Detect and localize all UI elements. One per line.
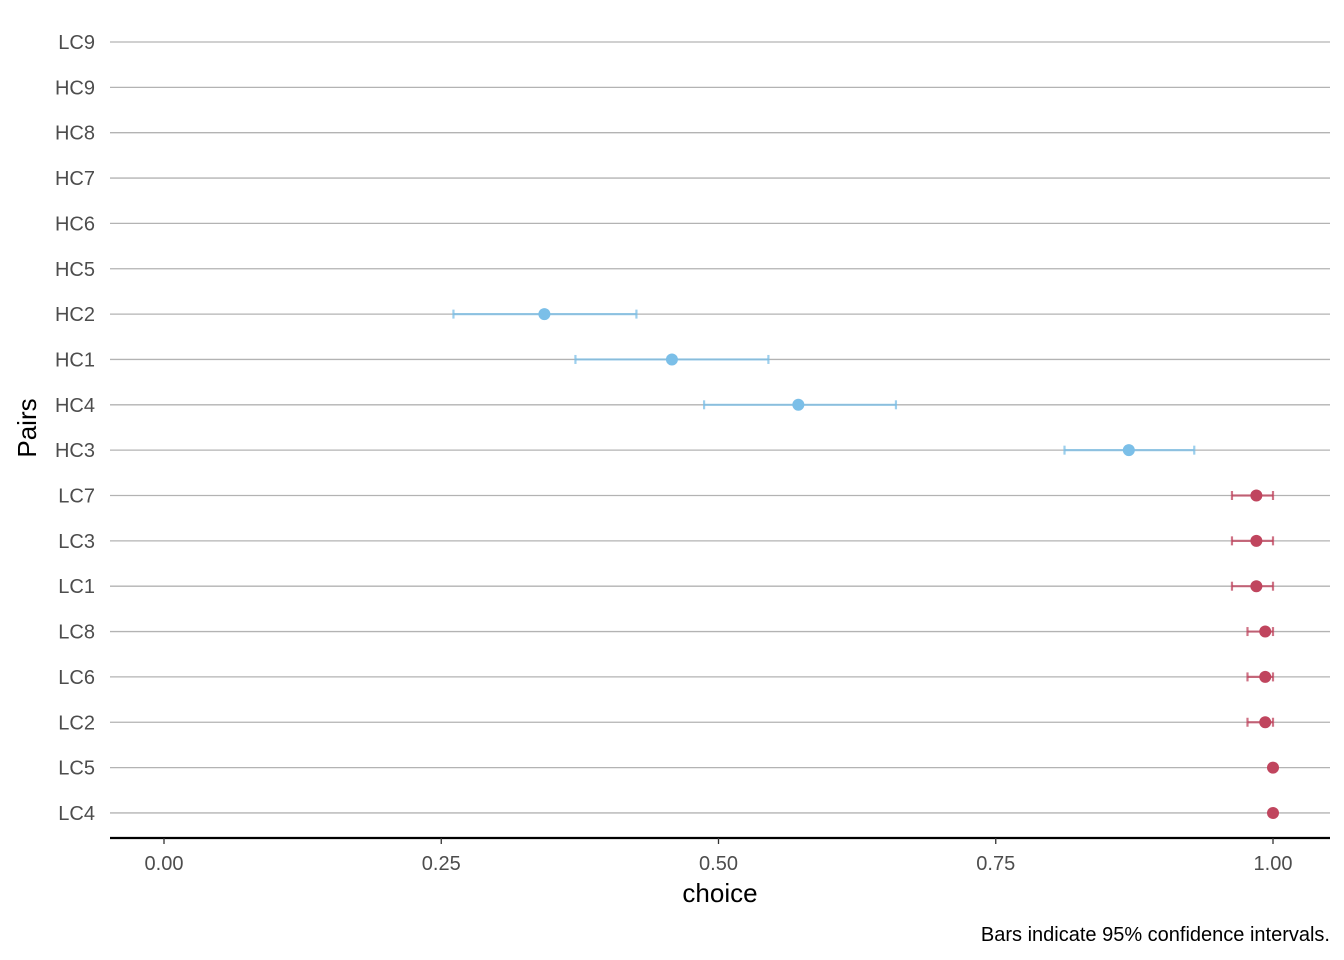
y-axis-title: Pairs: [12, 398, 42, 457]
y-tick-label-hc6: HC6: [55, 213, 95, 235]
point-hc3: [1122, 444, 1135, 457]
x-axis-ticks: 0.00 0.25 0.50 0.75 1.00: [145, 838, 1293, 875]
y-tick-label-lc3: LC3: [58, 531, 95, 553]
point-lc3: [1250, 534, 1263, 547]
x-axis-title: choice: [682, 878, 757, 908]
y-tick-label-hc3: HC3: [55, 440, 95, 462]
y-tick-label-lc9: LC9: [58, 32, 95, 54]
point-lc5: [1267, 761, 1279, 774]
point-hc2: [538, 308, 551, 321]
y-tick-label-hc7: HC7: [55, 168, 95, 190]
y-tick-label-hc1: HC1: [55, 349, 95, 371]
point-lc7: [1250, 489, 1263, 502]
point-lc2: [1259, 716, 1272, 729]
x-tick-label: 0.25: [422, 853, 461, 875]
confidence-interval-bars: [452, 309, 1275, 727]
x-tick-label: 0.00: [145, 853, 184, 875]
y-tick-label-hc4: HC4: [55, 395, 95, 417]
point-lc6: [1259, 670, 1272, 683]
chart-caption: Bars indicate 95% confidence intervals.: [981, 924, 1330, 946]
point-lc4: [1267, 806, 1279, 819]
data-points: [538, 308, 1279, 819]
y-tick-label-lc7: LC7: [58, 486, 95, 508]
y-tick-label-hc9: HC9: [55, 77, 95, 99]
y-tick-label-lc6: LC6: [58, 667, 95, 689]
point-hc4: [792, 398, 805, 411]
point-lc8: [1259, 625, 1272, 638]
x-tick-label: 0.50: [699, 853, 738, 875]
y-tick-label-lc5: LC5: [58, 758, 95, 780]
x-tick-label: 0.75: [976, 853, 1015, 875]
y-tick-labels: LC9 HC9 HC8 HC7 HC6 HC5 HC2 HC1 HC4 HC3 LC7 LC3 LC1 L…: [55, 32, 95, 825]
y-tick-label-hc2: HC2: [55, 304, 95, 326]
y-tick-label-hc8: HC8: [55, 123, 95, 145]
point-lc1: [1250, 580, 1263, 593]
y-tick-label-lc2: LC2: [58, 712, 95, 734]
y-tick-label-lc8: LC8: [58, 622, 95, 644]
point-hc1: [665, 353, 678, 366]
y-tick-label-hc5: HC5: [55, 259, 95, 281]
x-tick-label: 1.00: [1254, 853, 1293, 875]
y-tick-label-lc1: LC1: [58, 576, 95, 598]
grid-lines: [110, 41, 1330, 814]
y-tick-label-lc4: LC4: [58, 803, 95, 825]
